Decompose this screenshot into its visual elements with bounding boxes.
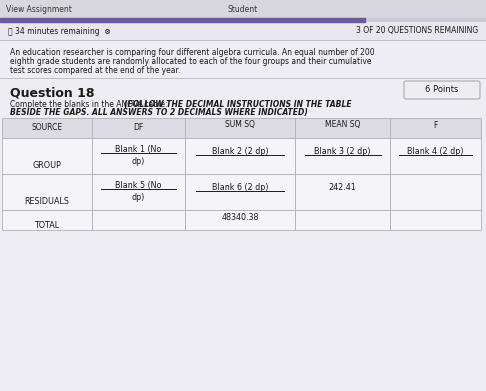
- Bar: [0, 18, 364, 22]
- Text: GROUP: GROUP: [33, 160, 61, 170]
- Text: RESIDUALS: RESIDUALS: [24, 197, 69, 206]
- Bar: [2, 210, 92, 230]
- Text: BESIDE THE GAPS. ALL ANSWERS TO 2 DECIMALS WHERE INDICATED): BESIDE THE GAPS. ALL ANSWERS TO 2 DECIMA…: [10, 108, 308, 117]
- Text: ⌛ 34 minutes remaining  ⊗: ⌛ 34 minutes remaining ⊗: [8, 27, 111, 36]
- Text: dp): dp): [132, 157, 145, 166]
- Bar: [92, 118, 185, 138]
- Text: Blank 5 (No: Blank 5 (No: [115, 181, 162, 190]
- Text: An education researcher is comparing four different algebra curricula. An equal : An education researcher is comparing fou…: [10, 48, 375, 57]
- Bar: [295, 118, 390, 138]
- Text: 242.41: 242.41: [329, 183, 356, 192]
- Text: View Assignment: View Assignment: [6, 5, 72, 14]
- Text: Blank 1 (No: Blank 1 (No: [115, 145, 162, 154]
- Bar: [0, 0, 486, 18]
- Bar: [295, 138, 390, 174]
- Text: DF: DF: [133, 124, 144, 133]
- Bar: [295, 174, 390, 210]
- Text: 6 Points: 6 Points: [425, 86, 459, 95]
- Bar: [390, 174, 481, 210]
- Text: Blank 4 (2 dp): Blank 4 (2 dp): [407, 147, 464, 156]
- Bar: [390, 118, 481, 138]
- Text: 48340.38: 48340.38: [221, 213, 259, 222]
- Bar: [2, 138, 92, 174]
- Bar: [295, 210, 390, 230]
- Text: Blank 3 (2 dp): Blank 3 (2 dp): [314, 147, 371, 156]
- Text: Blank 6 (2 dp): Blank 6 (2 dp): [212, 183, 268, 192]
- Bar: [0, 22, 486, 40]
- Bar: [2, 118, 92, 138]
- Bar: [0, 18, 486, 22]
- Bar: [92, 138, 185, 174]
- Text: SOURCE: SOURCE: [32, 124, 63, 133]
- Text: Complete the blanks in the ANOVA table:: Complete the blanks in the ANOVA table:: [10, 100, 170, 109]
- Bar: [92, 210, 185, 230]
- Text: F: F: [434, 120, 438, 129]
- Bar: [92, 174, 185, 210]
- Text: MEAN SQ: MEAN SQ: [325, 120, 360, 129]
- Bar: [185, 210, 295, 230]
- Bar: [390, 210, 481, 230]
- Bar: [185, 118, 295, 138]
- Text: Student: Student: [228, 5, 258, 14]
- Text: dp): dp): [132, 193, 145, 202]
- Text: eighth grade students are randomly allocated to each of the four groups and thei: eighth grade students are randomly alloc…: [10, 57, 371, 66]
- Bar: [185, 174, 295, 210]
- Bar: [185, 138, 295, 174]
- Text: (FOLLOW THE DECIMAL INSTRUCTIONS IN THE TABLE: (FOLLOW THE DECIMAL INSTRUCTIONS IN THE …: [124, 100, 352, 109]
- Text: Blank 2 (2 dp): Blank 2 (2 dp): [212, 147, 268, 156]
- Text: Question 18: Question 18: [10, 86, 94, 99]
- FancyBboxPatch shape: [404, 81, 480, 99]
- Bar: [390, 138, 481, 174]
- Text: TOTAL: TOTAL: [35, 221, 60, 230]
- Text: test scores compared at the end of the year.: test scores compared at the end of the y…: [10, 66, 180, 75]
- Bar: [2, 174, 92, 210]
- Text: SUM SQ: SUM SQ: [225, 120, 255, 129]
- Text: 3 OF 20 QUESTIONS REMAINING: 3 OF 20 QUESTIONS REMAINING: [356, 27, 478, 36]
